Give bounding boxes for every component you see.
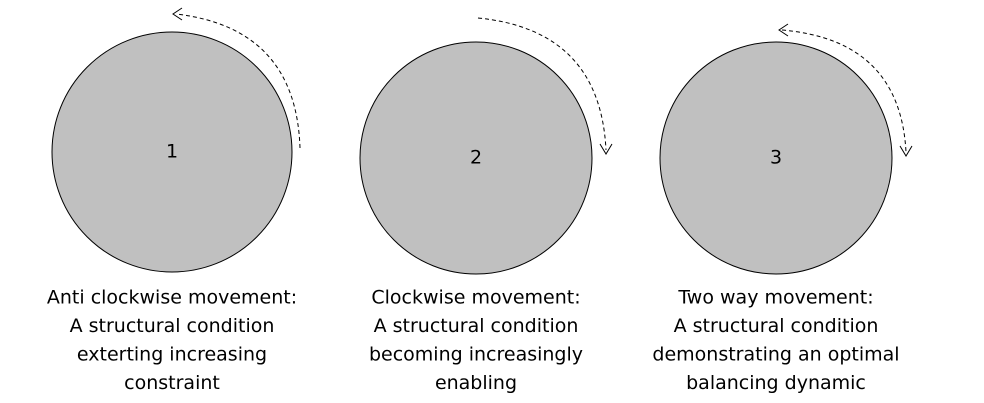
circle <box>359 41 593 275</box>
caption-line: becoming increasingly <box>369 344 583 366</box>
arrow-head <box>172 7 183 21</box>
caption-line: constraint <box>124 372 220 394</box>
caption-line: exterting increasing <box>77 344 267 366</box>
caption-line: Anti clockwise movement: <box>47 287 297 309</box>
arrow-head <box>778 23 789 37</box>
arrow-anticlockwise <box>172 7 301 149</box>
caption-line: enabling <box>435 372 517 394</box>
arrow-head <box>899 145 913 157</box>
arrow-arc <box>175 13 301 149</box>
caption-line: demonstrating an optimal <box>652 344 899 366</box>
caption-line: A structural condition <box>70 315 275 337</box>
caption-line: A structural condition <box>674 315 879 337</box>
arrow-arc <box>477 17 607 151</box>
circle <box>659 41 893 275</box>
circle-number: 3 <box>770 147 782 169</box>
arrow-arc <box>781 29 907 153</box>
circle-number: 2 <box>470 147 482 169</box>
caption-line: balancing dynamic <box>686 372 866 394</box>
arrow-clockwise <box>477 17 613 155</box>
circle <box>51 31 293 273</box>
circle-number: 1 <box>166 141 178 163</box>
caption-line: Two way movement: <box>677 287 873 309</box>
arrow-two-way <box>778 23 913 157</box>
caption-line: Clockwise movement: <box>371 287 580 309</box>
caption-line: A structural condition <box>374 315 579 337</box>
arrow-head <box>599 143 613 155</box>
